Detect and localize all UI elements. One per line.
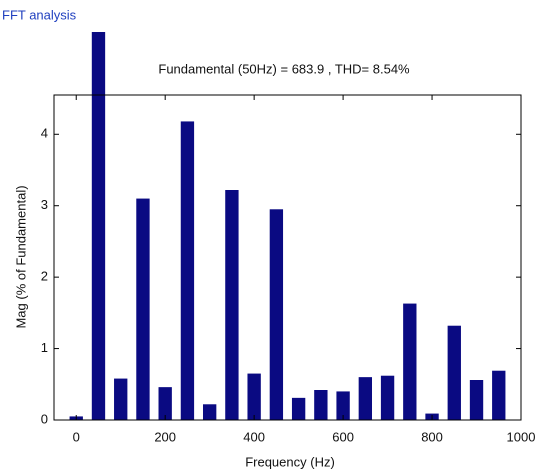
x-tick-label: 1000 [507,429,536,444]
bar [380,375,395,420]
bar [447,325,461,420]
bar [403,303,417,420]
x-tick-label: 0 [73,429,80,444]
bars [69,32,506,420]
x-tick-label: 200 [154,429,176,444]
bar [336,391,350,420]
x-tick-label: 400 [243,429,265,444]
y-tick-label: 3 [41,197,48,212]
y-tick-label: 2 [41,269,48,284]
bar [202,404,217,420]
bar [291,397,306,420]
chart-title: Fundamental (50Hz) = 683.9 , THD= 8.54% [158,61,410,76]
bar [314,390,328,420]
bar [247,373,261,420]
bar [225,190,239,420]
window-title: FFT analysis [2,7,77,22]
y-tick-label: 1 [41,340,48,355]
y-axis-label: Mag (% of Fundamental) [13,185,28,328]
bar [269,209,284,420]
bar [114,378,128,420]
plot-area [53,94,522,421]
bar [180,121,195,420]
bar [91,32,106,420]
y-tick-label: 0 [41,411,48,426]
bar [158,387,172,420]
bar [136,198,150,420]
x-tick-label: 800 [421,429,443,444]
bar [358,377,373,420]
x-tick-label: 600 [332,429,354,444]
y-tick-label: 4 [41,126,48,141]
bar [492,370,506,420]
bar [469,380,484,420]
x-axis-label: Frequency (Hz) [245,454,335,469]
